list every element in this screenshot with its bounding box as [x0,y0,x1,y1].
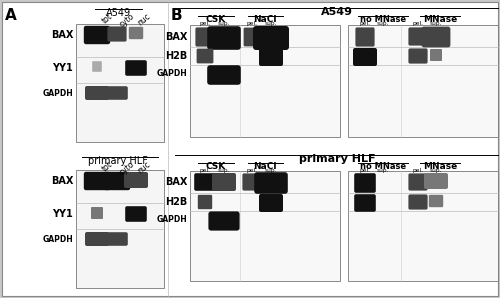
FancyBboxPatch shape [84,26,110,44]
Bar [348,171,498,281]
Text: NaCl: NaCl [254,15,277,24]
Text: pel.: pel. [360,168,370,173]
FancyBboxPatch shape [207,65,241,85]
Text: sup.: sup. [218,168,230,173]
FancyBboxPatch shape [429,195,443,207]
Text: pel.: pel. [200,21,210,26]
Text: tot: tot [100,160,114,174]
Text: A: A [5,8,17,23]
FancyBboxPatch shape [108,27,126,42]
FancyBboxPatch shape [259,194,283,212]
Bar [76,170,164,288]
FancyBboxPatch shape [208,211,240,231]
FancyBboxPatch shape [104,172,130,190]
Text: pel.: pel. [412,21,424,26]
FancyBboxPatch shape [84,172,110,190]
FancyBboxPatch shape [194,173,216,191]
Text: CSK: CSK [206,15,226,24]
Text: sup.: sup. [430,168,442,173]
Text: sup.: sup. [430,21,442,26]
Bar [76,24,164,142]
Text: no MNase: no MNase [360,162,406,171]
Text: YY1: YY1 [52,63,73,73]
Text: BAX: BAX [50,30,73,40]
Text: pel.: pel. [200,168,210,173]
Text: primary HLF: primary HLF [299,154,375,164]
FancyBboxPatch shape [85,232,109,246]
Text: pel.: pel. [360,21,370,26]
Text: pel.: pel. [246,21,258,26]
FancyBboxPatch shape [354,194,376,212]
FancyBboxPatch shape [85,86,109,100]
FancyBboxPatch shape [91,207,103,219]
FancyBboxPatch shape [424,173,448,189]
Text: MNase: MNase [423,162,457,171]
FancyBboxPatch shape [129,27,143,39]
Text: pel.: pel. [246,168,258,173]
FancyBboxPatch shape [242,173,262,191]
Text: BAX: BAX [164,177,187,187]
Text: CSK: CSK [206,162,226,171]
Text: cyto: cyto [118,160,137,177]
FancyBboxPatch shape [196,49,214,63]
Text: sup.: sup. [218,21,230,26]
FancyBboxPatch shape [430,49,442,61]
FancyBboxPatch shape [125,60,147,76]
FancyBboxPatch shape [106,232,128,246]
Text: sup.: sup. [377,21,389,26]
Text: A549: A549 [321,7,353,17]
Bar [190,171,340,281]
FancyBboxPatch shape [244,28,260,46]
Text: sup.: sup. [265,168,277,173]
Text: H2B: H2B [165,197,187,207]
FancyBboxPatch shape [353,48,377,66]
Text: YY1: YY1 [52,209,73,219]
FancyBboxPatch shape [408,173,428,191]
Text: H2B: H2B [165,51,187,61]
Text: pel.: pel. [412,168,424,173]
Text: GAPDH: GAPDH [42,89,73,99]
FancyBboxPatch shape [106,86,128,100]
FancyBboxPatch shape [259,48,283,66]
FancyBboxPatch shape [207,26,241,50]
Text: GAPDH: GAPDH [156,69,187,78]
Text: cyto: cyto [118,12,137,30]
Text: sup.: sup. [377,168,389,173]
Text: nuc: nuc [136,160,152,176]
FancyBboxPatch shape [408,194,428,209]
Text: NaCl: NaCl [254,162,277,171]
Text: BAX: BAX [164,32,187,42]
Bar [190,25,340,137]
Text: BAX: BAX [50,176,73,186]
Bar [348,25,498,137]
Text: primary HLF: primary HLF [88,156,148,166]
FancyBboxPatch shape [356,27,374,46]
FancyBboxPatch shape [408,48,428,63]
FancyBboxPatch shape [198,195,212,209]
FancyBboxPatch shape [354,173,376,193]
FancyBboxPatch shape [212,173,236,191]
FancyBboxPatch shape [408,27,428,46]
Text: MNase: MNase [423,15,457,24]
Text: tot: tot [100,12,114,26]
Text: A549: A549 [106,8,130,18]
Text: nuc: nuc [136,12,152,28]
FancyBboxPatch shape [92,61,102,72]
Text: sup.: sup. [265,21,277,26]
Text: no MNase: no MNase [360,15,406,24]
Text: GAPDH: GAPDH [42,235,73,244]
Text: B: B [171,8,182,23]
FancyBboxPatch shape [422,27,450,47]
FancyBboxPatch shape [196,27,214,46]
FancyBboxPatch shape [124,172,148,188]
FancyBboxPatch shape [253,26,289,50]
Text: GAPDH: GAPDH [156,215,187,224]
FancyBboxPatch shape [125,206,147,222]
FancyBboxPatch shape [254,172,288,194]
